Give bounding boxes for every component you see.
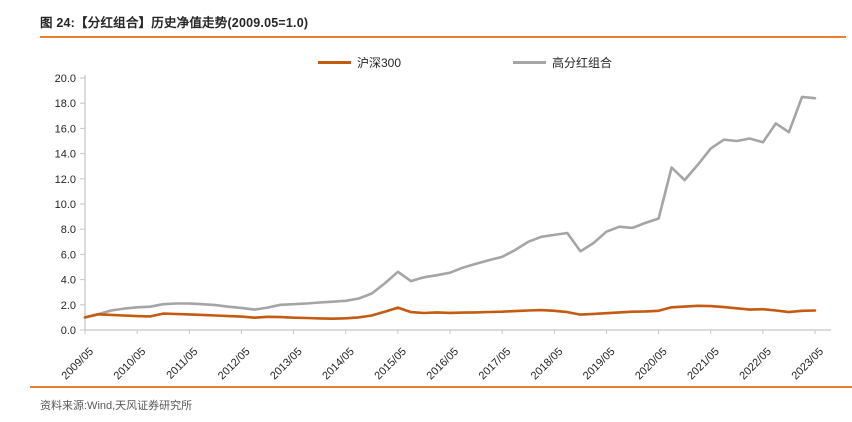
high-dividend-line-swatch	[513, 60, 547, 65]
x-tick-label: 2017/05	[477, 346, 514, 383]
x-tick-label: 2020/05	[633, 346, 670, 383]
x-tick-label: 2013/05	[268, 346, 305, 383]
legend-item-hs300: 沪深300	[318, 54, 401, 71]
y-tick-label: 18.0	[55, 98, 76, 110]
line-chart: 0.0 2.0 4.0 6.0 8.0 10.0 12.0 14.0 16.0 18.0 20.0 2…	[55, 73, 831, 383]
x-tick-label: 2019/05	[581, 346, 618, 383]
legend-item-high-dividend: 高分红组合	[513, 54, 612, 71]
y-tick-label: 6.0	[61, 249, 76, 261]
footer-rule	[30, 386, 852, 388]
title-underline	[40, 36, 846, 38]
legend-label-high-dividend: 高分红组合	[552, 56, 613, 70]
x-tick-label: 2009/05	[60, 346, 97, 383]
y-tick-label: 16.0	[55, 123, 76, 135]
legend-label-hs300: 沪深300	[357, 56, 402, 70]
y-tick-label: 2.0	[61, 300, 76, 312]
y-tick-label: 12.0	[55, 174, 76, 186]
x-tick-label: 2012/05	[216, 346, 253, 383]
x-tick-label: 2016/05	[425, 346, 462, 383]
hs300-line-swatch	[318, 60, 351, 65]
y-tick-label: 20.0	[55, 73, 76, 85]
y-tick-label: 4.0	[61, 275, 76, 287]
x-tick-label: 2014/05	[320, 346, 357, 383]
chart-legend: 沪深300 高分红组合	[318, 54, 612, 71]
x-tick-label: 2018/05	[529, 346, 566, 383]
y-tick-label: 14.0	[55, 149, 76, 161]
high-dividend-portfolio-line	[83, 95, 817, 319]
x-tick-label: 2022/05	[737, 346, 774, 383]
y-tick-label: 10.0	[55, 199, 76, 211]
x-tick-label: 2010/05	[112, 346, 149, 383]
x-tick-label: 2021/05	[685, 346, 722, 383]
x-tick-label: 2011/05	[164, 346, 200, 382]
x-tick-label: 2015/05	[372, 346, 409, 383]
y-tick-label: 8.0	[61, 224, 76, 236]
x-tick-label: 2023/05	[790, 346, 827, 383]
y-tick-label: 0.0	[61, 325, 76, 337]
source-note: 资料来源:Wind,天风证券研究所	[40, 400, 193, 412]
hs300-line	[83, 304, 817, 320]
figure-title: 图 24:【分红组合】历史净值走势(2009.05=1.0)	[40, 16, 309, 30]
